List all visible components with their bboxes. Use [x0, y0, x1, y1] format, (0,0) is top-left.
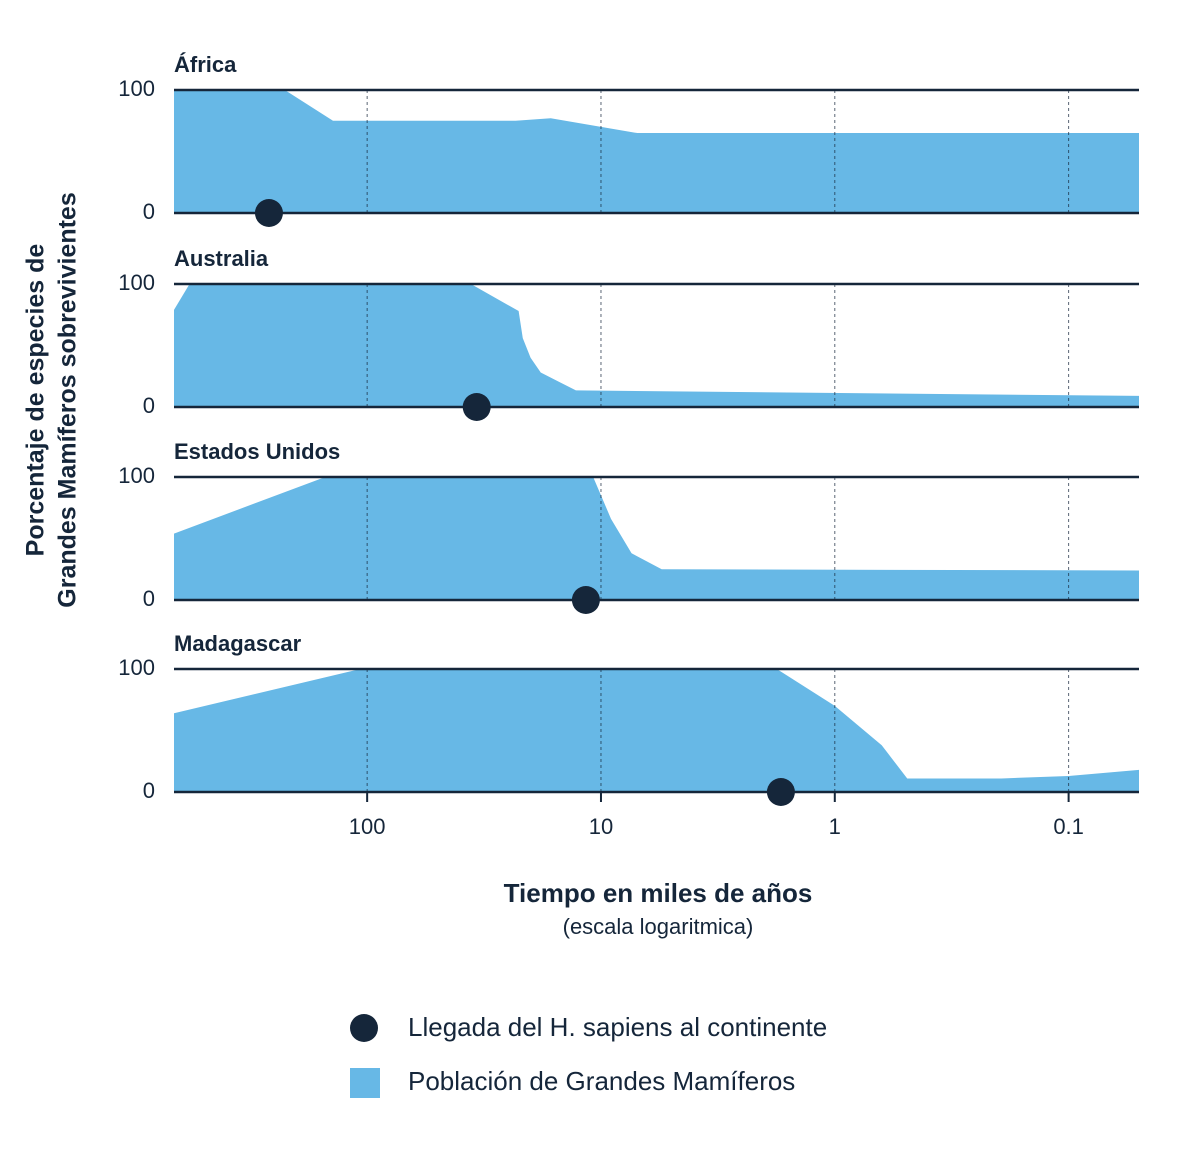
arrival-marker — [254, 199, 283, 227]
x-axis-label: Tiempo en miles de años — [504, 878, 813, 908]
y-tick-label: 0 — [143, 586, 155, 611]
area — [174, 90, 1139, 213]
legend-label: Llegada del H. sapiens al continente — [408, 1012, 827, 1042]
y-tick-label: 100 — [118, 270, 155, 295]
arrival-marker — [462, 393, 491, 421]
area — [174, 284, 1139, 407]
y-tick-label: 100 — [118, 655, 155, 680]
arrival-marker — [766, 778, 795, 806]
x-tick-label: 10 — [589, 814, 613, 839]
legend-label: Población de Grandes Mamíferos — [408, 1066, 795, 1096]
y-tick-label: 0 — [143, 199, 155, 224]
y-axis-label-line: Grandes Mamíferos sobrevivientes — [54, 192, 82, 607]
arrival-marker — [571, 586, 600, 614]
y-tick-label: 100 — [118, 463, 155, 488]
y-tick-label: 0 — [143, 778, 155, 803]
y-tick-label: 0 — [143, 393, 155, 418]
y-axis-label-line: Porcentaje de especies de — [22, 244, 50, 557]
y-tick-label: 100 — [118, 76, 155, 101]
panel-title: África — [174, 52, 237, 77]
x-tick-label: 1 — [829, 814, 841, 839]
legend-marker — [350, 1068, 380, 1098]
legend-marker — [350, 1014, 378, 1042]
y-axis-label: Porcentaje de especies de Grandes Mamífe… — [22, 192, 82, 607]
area — [174, 669, 1139, 792]
x-tick-label: 0.1 — [1053, 814, 1084, 839]
x-axis-note: (escala logaritmica) — [563, 914, 754, 939]
panel-title: Estados Unidos — [174, 439, 340, 464]
panel-title: Australia — [174, 246, 269, 271]
panel-title: Madagascar — [174, 631, 302, 656]
x-tick-label: 100 — [349, 814, 386, 839]
area — [174, 477, 1139, 600]
